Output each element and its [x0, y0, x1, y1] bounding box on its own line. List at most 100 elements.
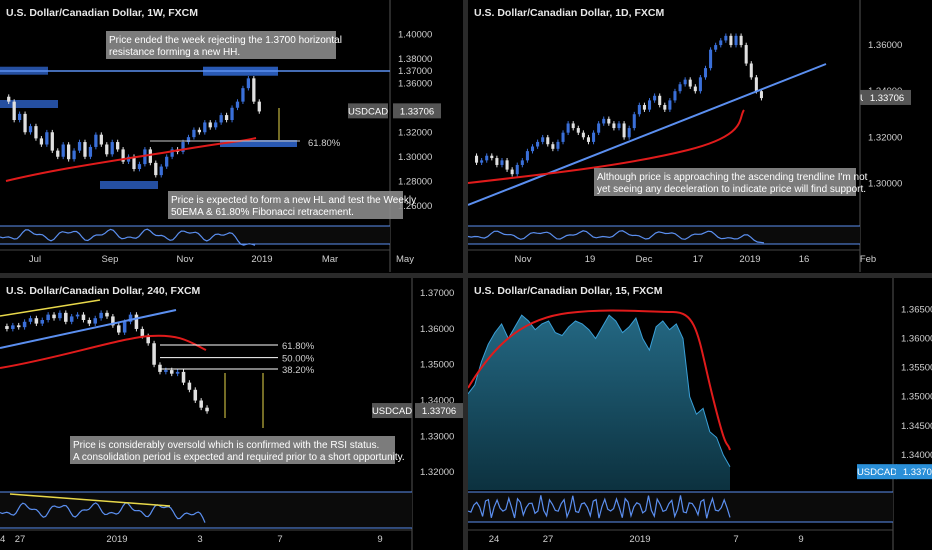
y-tick-label: 1.34500 — [901, 421, 932, 432]
y-tick-label: 1.30000 — [868, 178, 902, 189]
y-tick-label: 1.35500 — [901, 363, 932, 374]
candle — [658, 95, 662, 106]
candle — [566, 123, 570, 133]
candle — [88, 146, 93, 157]
price-line — [468, 314, 731, 467]
candle — [128, 314, 133, 322]
candle — [612, 123, 616, 129]
annotation-text: resistance forming a new HH. — [109, 47, 240, 58]
candle — [105, 312, 109, 317]
x-tick-label: 7 — [733, 534, 738, 545]
y-tick-label: 1.36000 — [420, 324, 454, 335]
x-tick-label: 19 — [585, 254, 596, 265]
symbol-tag — [857, 464, 897, 480]
annotation-text: Although price is approaching the ascend… — [597, 172, 868, 183]
candle — [663, 105, 667, 110]
panel-divider-horizontal — [0, 273, 932, 278]
candle — [61, 144, 65, 157]
candle — [668, 100, 672, 110]
candle — [729, 35, 733, 46]
candle — [5, 326, 9, 329]
annotation-box — [106, 31, 336, 59]
x-tick-label: 9 — [377, 534, 382, 545]
candle — [165, 156, 169, 167]
x-tick-label: 2019 — [106, 534, 127, 545]
y-tick-label: 1.37000 — [398, 66, 432, 77]
x-tick-label: 27 — [15, 534, 26, 545]
candle — [52, 314, 56, 319]
candle — [164, 370, 168, 372]
candle — [159, 166, 163, 176]
chart-title: U.S. Dollar/Canadian Dollar, 240, FXCM — [6, 285, 201, 297]
candle — [192, 129, 196, 138]
rsi-divergence-line — [9, 493, 171, 507]
candle — [23, 113, 27, 133]
candle — [34, 318, 39, 324]
symbol-label: USDCAD — [348, 106, 388, 117]
candle — [627, 128, 631, 138]
candle — [490, 155, 494, 159]
candle — [592, 132, 596, 142]
candle — [69, 316, 74, 322]
candle — [116, 142, 120, 150]
candle — [72, 150, 76, 160]
y-tick-label: 1.37000 — [420, 288, 454, 299]
candle — [22, 321, 27, 328]
x-tick-label: Jul — [29, 254, 41, 265]
rsi-line — [0, 502, 206, 523]
candle — [199, 400, 203, 408]
candle — [105, 144, 109, 155]
candle — [683, 79, 687, 85]
rsi-line — [0, 228, 256, 246]
annotation-text: 50EMA & 61.80% Fibonacci retracement. — [171, 207, 354, 218]
y-tick-label: 1.36000 — [398, 78, 432, 89]
candle — [520, 160, 524, 165]
candle — [495, 158, 499, 165]
chart-title: U.S. Dollar/Canadian Dollar, 15, FXCM — [474, 285, 663, 297]
candle — [678, 84, 682, 92]
candle — [169, 370, 174, 374]
candle — [257, 101, 261, 112]
candle — [505, 160, 509, 170]
annotation-text: A consolidation period is expected and r… — [73, 452, 405, 463]
x-tick-label: 7 — [277, 534, 282, 545]
target-zone — [220, 140, 297, 147]
candle — [235, 101, 240, 108]
annotation-text: yet seeing any deceleration to indicate … — [597, 184, 866, 195]
x-tick-label: 9 — [798, 534, 803, 545]
last-price-label: 1.33706 — [422, 406, 456, 417]
candle — [719, 40, 723, 46]
candle — [241, 88, 245, 102]
last-price-label: 1.33706 — [903, 467, 932, 478]
candle — [734, 35, 738, 46]
candle — [117, 325, 121, 333]
y-tick-label: 1.33000 — [420, 431, 454, 442]
candle — [111, 316, 115, 326]
candle — [175, 371, 180, 374]
ema-line — [0, 334, 207, 369]
candle — [693, 86, 697, 92]
annotation-box — [168, 191, 403, 219]
annotation-box — [70, 436, 395, 464]
candle — [739, 35, 743, 46]
daily-chart-svg: U.S. Dollar/Canadian Dollar, 1D, FXCM 1.… — [468, 0, 911, 272]
candle — [510, 169, 514, 175]
candle — [214, 122, 218, 128]
annotation-text: Price is considerably oversold which is … — [73, 440, 379, 451]
candle — [197, 129, 201, 133]
candle — [541, 137, 545, 142]
x-tick-label: 16 — [799, 254, 810, 265]
candle — [252, 78, 256, 102]
candle — [64, 312, 68, 322]
y-tick-label: 1.35000 — [901, 392, 932, 403]
fib-label: 61.80% — [308, 138, 341, 149]
wedge-line — [0, 299, 101, 317]
candle — [140, 328, 145, 337]
last-price-label: 1.33706 — [400, 106, 434, 117]
chart-weekly: U.S. Dollar/Canadian Dollar, 1W, FXCM 1.… — [0, 0, 463, 273]
candle — [744, 45, 748, 64]
candle — [181, 371, 186, 383]
candle — [556, 141, 560, 149]
candle — [56, 150, 60, 157]
y-tick-label: 1.32000 — [420, 467, 454, 478]
